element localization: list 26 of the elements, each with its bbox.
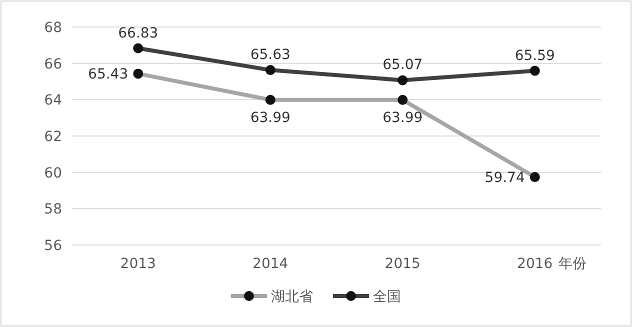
point (265, 65, 276, 76)
data-label: 65.63 (250, 47, 290, 64)
data-label: 66.83 (118, 25, 158, 42)
y-tick-label: 62 (44, 129, 62, 145)
data-label: 65.43 (88, 66, 128, 83)
data-label: 63.99 (250, 110, 290, 126)
x-tick-label: 2015 (384, 256, 420, 272)
y-tick-label: 64 (44, 92, 62, 109)
data-label: 65.59 (514, 48, 555, 64)
x-axis-title: 年份 (558, 256, 587, 272)
legend-label: 湖北省 (271, 289, 313, 305)
y-tick-label: 58 (44, 202, 62, 218)
point (133, 43, 144, 54)
point (398, 75, 408, 86)
point (530, 66, 540, 76)
x-tick-label: 2016 (517, 256, 553, 272)
y-tick-label: 56 (44, 238, 62, 254)
y-tick-label: 66 (44, 56, 62, 72)
y-tick-label: 68 (44, 20, 62, 36)
x-tick-label: 2014 (252, 256, 288, 272)
legend-label: 全国 (373, 289, 401, 305)
data-label: 63.99 (382, 110, 423, 126)
y-tick-label: 60 (44, 165, 62, 182)
x-tick-label: 2013 (120, 256, 156, 272)
data-label: 59.74 (484, 170, 525, 186)
data-label: 65.07 (382, 57, 423, 74)
